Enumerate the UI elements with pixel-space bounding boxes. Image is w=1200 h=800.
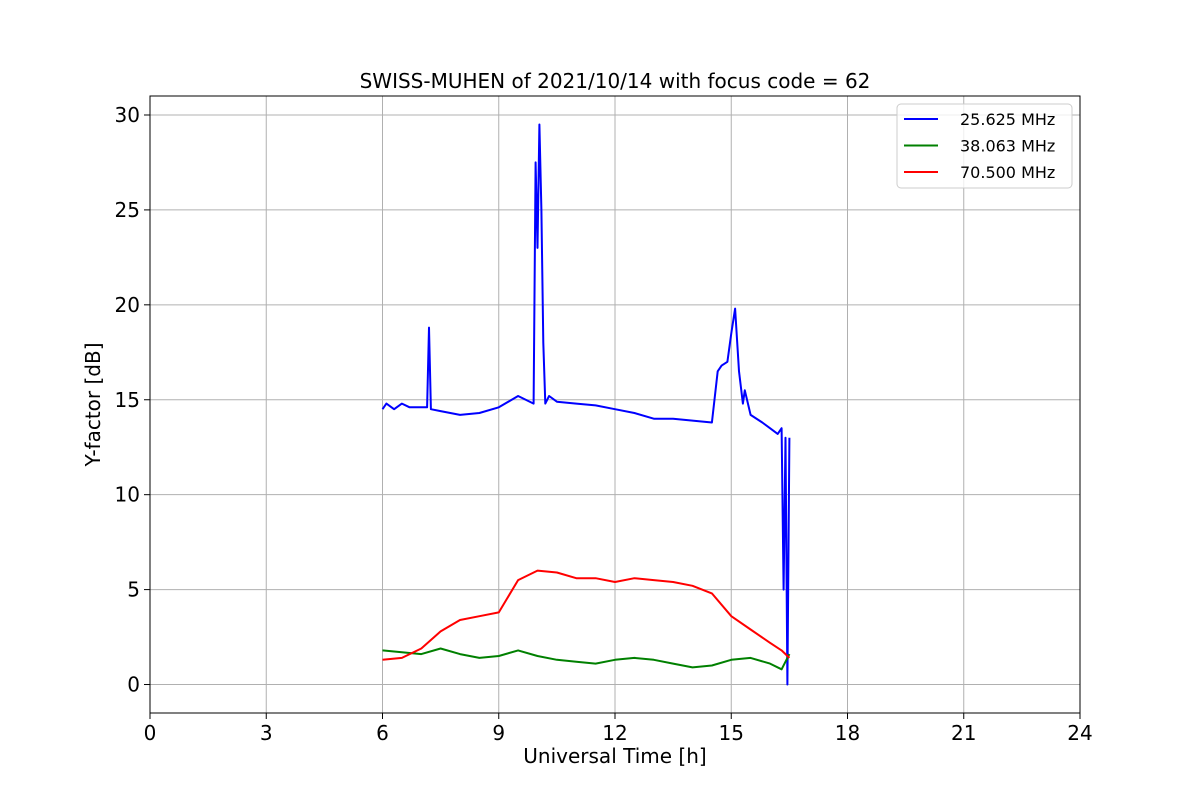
x-tick-label: 6 [376,721,389,745]
legend-box [896,103,1073,189]
x-tick-label: 15 [719,721,744,745]
y-tick-label: 0 [127,673,140,697]
x-tick-label: 24 [1067,721,1092,745]
grid [149,96,1081,713]
series-line-2 [382,569,791,661]
y-tick-label: 15 [115,388,140,412]
series-lines [381,123,791,686]
legend-label-0: 25.625 MHz [960,110,1055,129]
x-tick-label: 9 [492,721,505,745]
x-axis-label: Universal Time [h] [523,744,706,768]
chart-title: SWISS-MUHEN of 2021/10/14 with focus cod… [360,69,871,93]
x-tick-label: 18 [835,721,860,745]
y-tick-label: 30 [115,103,140,127]
y-tick-label: 10 [115,483,140,507]
y-tick-label: 25 [115,198,140,222]
series-line-1 [382,647,791,671]
y-tick-label: 5 [127,578,140,602]
legend: 25.625 MHz 38.063 MHz 70.500 MHz [896,103,1073,189]
x-tick-label: 21 [951,721,976,745]
axis-ticks: 0 3 6 9 12 15 18 21 24 0 5 10 15 20 25 30 [115,103,1093,745]
x-tick-label: 12 [602,721,627,745]
y-tick-label: 20 [115,293,140,317]
legend-label-1: 38.063 MHz [960,137,1055,156]
y-axis-label: Y-factor [dB] [81,342,105,467]
x-tick-label: 0 [144,721,157,745]
series-line-0 [381,123,791,686]
legend-label-2: 70.500 MHz [960,163,1055,182]
x-tick-label: 3 [260,721,273,745]
